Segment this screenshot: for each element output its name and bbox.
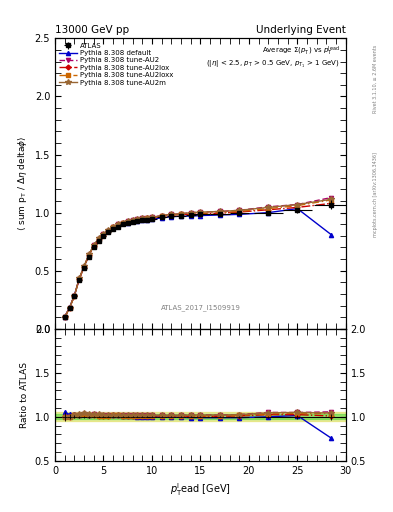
Bar (55, 412, 346, 421)
Bar (55, 414, 346, 419)
Text: 13000 GeV pp: 13000 GeV pp (55, 25, 129, 35)
Text: ATLAS_2017_I1509919: ATLAS_2017_I1509919 (160, 305, 241, 311)
Text: mcplots.cern.ch [arXiv:1306.3436]: mcplots.cern.ch [arXiv:1306.3436] (373, 152, 378, 237)
Text: Rivet 3.1.10, ≥ 2.6M events: Rivet 3.1.10, ≥ 2.6M events (373, 45, 378, 114)
Legend: ATLAS, Pythia 8.308 default, Pythia 8.308 tune-AU2, Pythia 8.308 tune-AU2lox, Py: ATLAS, Pythia 8.308 default, Pythia 8.30… (57, 40, 176, 88)
X-axis label: $p_\mathrm{T}^\mathrm{l}$ead [GeV]: $p_\mathrm{T}^\mathrm{l}$ead [GeV] (170, 481, 231, 498)
Text: Underlying Event: Underlying Event (256, 25, 346, 35)
Text: Average $\Sigma(p_\mathrm{T})$ vs $p_\mathrm{T}^\mathrm{lead}$
($|\eta|$ < 2.5, : Average $\Sigma(p_\mathrm{T})$ vs $p_\ma… (206, 44, 340, 70)
Y-axis label: $\langle$ sum p$_\mathrm{T}$ / $\Delta\eta$ delta$\phi\rangle$: $\langle$ sum p$_\mathrm{T}$ / $\Delta\e… (16, 136, 29, 231)
Y-axis label: Ratio to ATLAS: Ratio to ATLAS (20, 362, 29, 428)
